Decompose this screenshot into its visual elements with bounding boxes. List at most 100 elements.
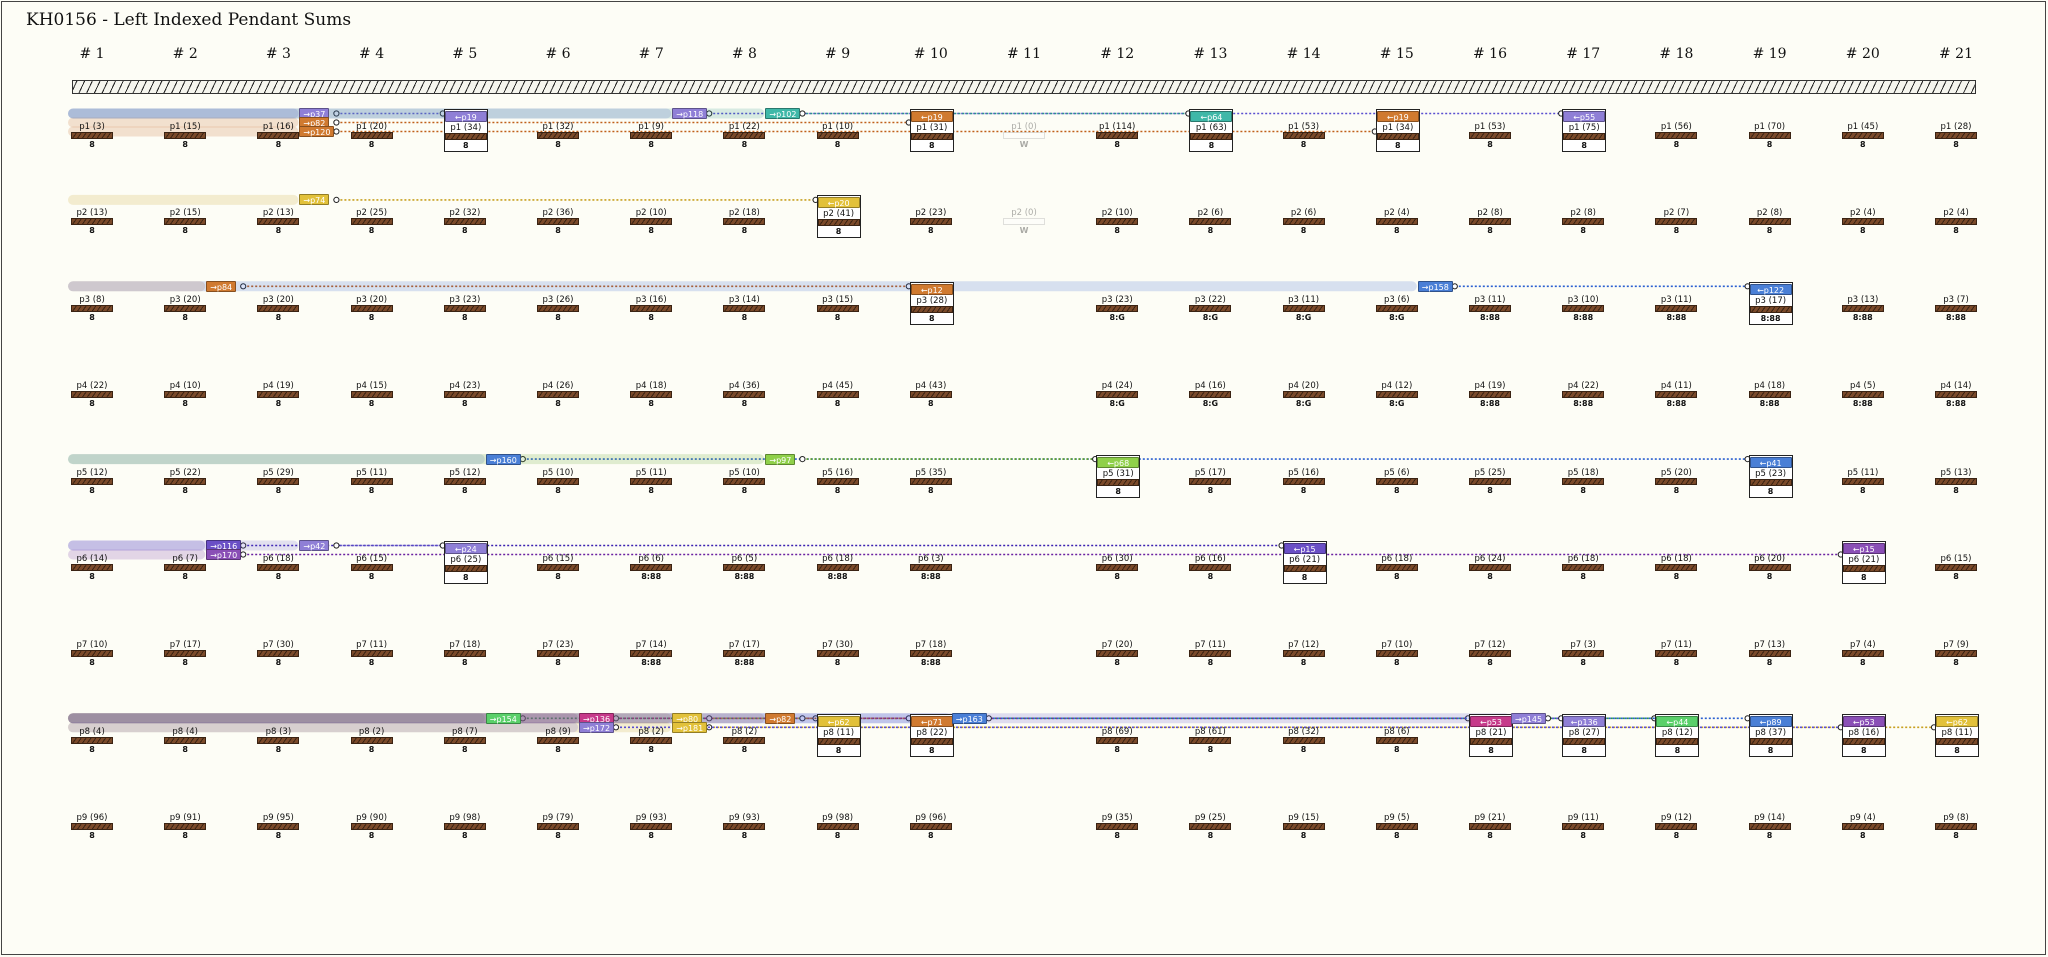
pendant-cell[interactable]: p4 (24) 8:G: [1096, 381, 1139, 409]
pendant-cell[interactable]: p5 (11) 8: [1841, 468, 1884, 496]
pendant-cell[interactable]: p6 (7) 8: [164, 554, 207, 582]
pendant-cell[interactable]: p4 (23) 8: [443, 381, 486, 409]
pendant-cell[interactable]: p7 (11) 8: [350, 640, 393, 668]
pendant-cell[interactable]: p1 (9) 8: [630, 122, 673, 150]
pendant-cell[interactable]: p4 (45) 8: [816, 381, 859, 409]
pendant-cell[interactable]: p8 (4) 8: [164, 727, 207, 755]
pendant-cell[interactable]: p7 (30) 8: [257, 640, 300, 668]
pendant-cell[interactable]: p3 (17) 8:88 ←p122: [1748, 281, 1793, 325]
pendant-cell[interactable]: p4 (5) 8:88: [1841, 381, 1884, 409]
pendant-cell[interactable]: p7 (14) 8:88: [630, 640, 673, 668]
pendant-cell[interactable]: p8 (2) 8: [350, 727, 393, 755]
pendant-cell[interactable]: p9 (90) 8: [350, 813, 393, 841]
pendant-cell[interactable]: p5 (10) 8: [537, 468, 579, 496]
pendant-cell[interactable]: p3 (14) 8: [723, 295, 766, 323]
sum-target-tag[interactable]: ←p19: [1376, 111, 1419, 122]
sum-target-tag[interactable]: ←p62: [817, 715, 860, 727]
pendant-cell[interactable]: p9 (5) 8: [1375, 813, 1418, 841]
pendant-cell[interactable]: p9 (14) 8: [1748, 813, 1791, 841]
pendant-cell[interactable]: p6 (30) 8: [1096, 554, 1139, 582]
sum-target-tag[interactable]: ←p122: [1749, 283, 1792, 295]
pendant-cell[interactable]: p7 (18) 8: [443, 640, 486, 668]
pendant-cell[interactable]: p9 (21) 8: [1469, 813, 1511, 841]
pendant-cell[interactable]: p4 (43) 8: [909, 381, 952, 409]
sum-target-tag[interactable]: ←p136: [1563, 715, 1606, 727]
pendant-cell[interactable]: p6 (20) 8: [1748, 554, 1791, 582]
sum-target-tag[interactable]: ←p53: [1470, 715, 1512, 727]
pendant-cell[interactable]: p3 (20) 8: [164, 295, 207, 323]
pendant-cell[interactable]: p7 (23) 8: [537, 640, 579, 668]
pendant-cell[interactable]: p2 (4) 8: [1841, 208, 1884, 236]
pendant-cell[interactable]: p1 (45) 8: [1841, 122, 1884, 150]
sum-target-tag[interactable]: ←p64: [1190, 111, 1233, 122]
pendant-cell[interactable]: p5 (29) 8: [257, 468, 300, 496]
pendant-cell[interactable]: p7 (11) 8: [1655, 640, 1698, 668]
pendant-cell[interactable]: p3 (20) 8: [350, 295, 393, 323]
pendant-cell[interactable]: p1 (0) W: [1003, 122, 1045, 150]
sum-target-tag[interactable]: ←p15: [1283, 543, 1326, 554]
pendant-cell[interactable]: p2 (8) 8: [1562, 208, 1605, 236]
pendant-cell[interactable]: p9 (95) 8: [257, 813, 300, 841]
pendant-cell[interactable]: p7 (17) 8:88: [723, 640, 766, 668]
sum-source-tag[interactable]: →p118: [672, 108, 708, 119]
sum-target-tag[interactable]: ←p19: [910, 111, 953, 122]
pendant-cell[interactable]: p1 (75) 8 ←p55: [1562, 109, 1607, 152]
pendant-cell[interactable]: p3 (20) 8: [257, 295, 300, 323]
sum-target-tag[interactable]: ←p41: [1749, 456, 1792, 468]
pendant-cell[interactable]: p7 (17) 8: [164, 640, 207, 668]
pendant-cell[interactable]: p1 (10) 8: [816, 122, 859, 150]
pendant-cell[interactable]: p4 (22) 8:88: [1562, 381, 1605, 409]
pendant-cell[interactable]: p8 (11) 8 ←p62: [816, 713, 861, 757]
sum-source-tag[interactable]: →p82: [765, 712, 796, 724]
pendant-cell[interactable]: p4 (12) 8:G: [1375, 381, 1418, 409]
pendant-cell[interactable]: p2 (8) 8: [1748, 208, 1791, 236]
pendant-cell[interactable]: p6 (15) 8: [1935, 554, 1977, 582]
pendant-cell[interactable]: p5 (10) 8: [723, 468, 766, 496]
pendant-cell[interactable]: p1 (3) 8: [71, 122, 113, 150]
pendant-cell[interactable]: p2 (13) 8: [257, 208, 300, 236]
pendant-cell[interactable]: p8 (2) 8: [723, 727, 766, 755]
pendant-cell[interactable]: p4 (11) 8:88: [1655, 381, 1698, 409]
pendant-cell[interactable]: p6 (15) 8: [537, 554, 579, 582]
sum-target-tag[interactable]: ←p68: [1097, 456, 1140, 468]
pendant-cell[interactable]: p2 (25) 8: [350, 208, 393, 236]
pendant-cell[interactable]: p9 (96) 8: [71, 813, 113, 841]
sum-target-tag[interactable]: ←p19: [444, 111, 487, 122]
pendant-cell[interactable]: p7 (9) 8: [1935, 640, 1977, 668]
pendant-cell[interactable]: p7 (3) 8: [1562, 640, 1605, 668]
pendant-cell[interactable]: p4 (15) 8: [350, 381, 393, 409]
pendant-cell[interactable]: p6 (14) 8: [71, 554, 113, 582]
pendant-cell[interactable]: p7 (18) 8:88: [909, 640, 952, 668]
pendant-cell[interactable]: p5 (22) 8: [164, 468, 207, 496]
pendant-cell[interactable]: p9 (98) 8: [443, 813, 486, 841]
pendant-cell[interactable]: p7 (12) 8: [1282, 640, 1325, 668]
pendant-cell[interactable]: p3 (8) 8: [71, 295, 113, 323]
pendant-cell[interactable]: p9 (11) 8: [1562, 813, 1605, 841]
pendant-cell[interactable]: p8 (16) 8 ←p53: [1841, 713, 1886, 757]
pendant-cell[interactable]: p2 (4) 8: [1375, 208, 1418, 236]
pendant-cell[interactable]: p2 (23) 8: [909, 208, 952, 236]
pendant-cell[interactable]: p9 (25) 8: [1189, 813, 1232, 841]
pendant-cell[interactable]: p3 (23) 8: [443, 295, 486, 323]
pendant-cell[interactable]: p2 (6) 8: [1189, 208, 1232, 236]
sum-source-tag[interactable]: →p158: [1417, 280, 1453, 292]
pendant-cell[interactable]: p7 (4) 8: [1841, 640, 1884, 668]
pendant-cell[interactable]: p2 (13) 8: [71, 208, 113, 236]
pendant-cell[interactable]: p1 (53) 8: [1282, 122, 1325, 150]
sum-source-tag[interactable]: →p163: [951, 712, 987, 724]
pendant-cell[interactable]: p4 (20) 8:G: [1282, 381, 1325, 409]
pendant-cell[interactable]: p2 (7) 8: [1655, 208, 1698, 236]
pendant-cell[interactable]: p4 (18) 8: [630, 381, 673, 409]
sum-source-tag[interactable]: →p84: [206, 280, 237, 292]
pendant-cell[interactable]: p8 (9) 8: [537, 727, 579, 755]
pendant-cell[interactable]: p8 (6) 8: [1375, 727, 1418, 755]
pendant-cell[interactable]: p7 (20) 8: [1096, 640, 1139, 668]
pendant-cell[interactable]: p3 (23) 8:G: [1096, 295, 1139, 323]
pendant-cell[interactable]: p3 (10) 8:88: [1562, 295, 1605, 323]
pendant-cell[interactable]: p4 (10) 8: [164, 381, 207, 409]
pendant-cell[interactable]: p6 (3) 8:88: [909, 554, 952, 582]
pendant-cell[interactable]: p5 (35) 8: [909, 468, 952, 496]
pendant-cell[interactable]: p1 (15) 8: [164, 122, 207, 150]
pendant-cell[interactable]: p5 (11) 8: [630, 468, 673, 496]
pendant-cell[interactable]: p5 (6) 8: [1375, 468, 1418, 496]
